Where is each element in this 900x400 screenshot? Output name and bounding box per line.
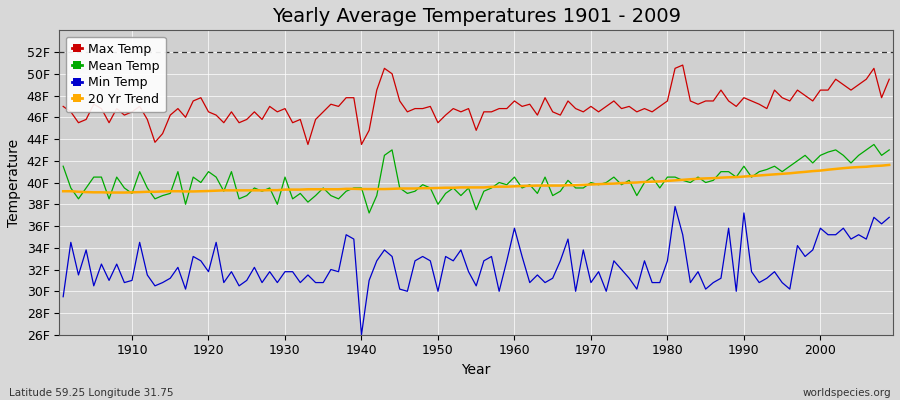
Y-axis label: Temperature: Temperature bbox=[7, 138, 21, 226]
Text: worldspecies.org: worldspecies.org bbox=[803, 388, 891, 398]
Title: Yearly Average Temperatures 1901 - 2009: Yearly Average Temperatures 1901 - 2009 bbox=[272, 7, 680, 26]
Legend: Max Temp, Mean Temp, Min Temp, 20 Yr Trend: Max Temp, Mean Temp, Min Temp, 20 Yr Tre… bbox=[66, 36, 166, 112]
X-axis label: Year: Year bbox=[462, 363, 490, 377]
Text: Latitude 59.25 Longitude 31.75: Latitude 59.25 Longitude 31.75 bbox=[9, 388, 174, 398]
